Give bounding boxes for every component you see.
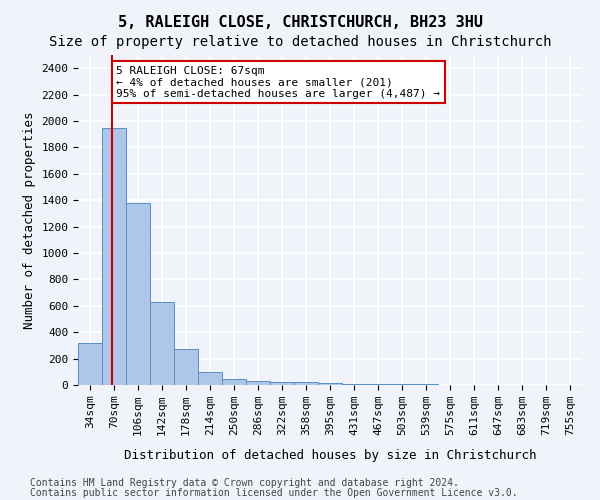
Text: Contains public sector information licensed under the Open Government Licence v3: Contains public sector information licen… xyxy=(30,488,518,498)
Bar xyxy=(270,382,294,385)
Bar xyxy=(150,302,174,385)
Bar xyxy=(126,203,150,385)
Text: 5, RALEIGH CLOSE, CHRISTCHURCH, BH23 3HU: 5, RALEIGH CLOSE, CHRISTCHURCH, BH23 3HU xyxy=(118,15,482,30)
Bar xyxy=(342,384,366,385)
Bar xyxy=(198,372,222,385)
Bar xyxy=(390,384,414,385)
X-axis label: Distribution of detached houses by size in Christchurch: Distribution of detached houses by size … xyxy=(124,449,536,462)
Bar xyxy=(174,348,198,385)
Text: Size of property relative to detached houses in Christchurch: Size of property relative to detached ho… xyxy=(49,35,551,49)
Bar xyxy=(414,384,438,385)
Text: Contains HM Land Registry data © Crown copyright and database right 2024.: Contains HM Land Registry data © Crown c… xyxy=(30,478,459,488)
Y-axis label: Number of detached properties: Number of detached properties xyxy=(23,112,36,329)
Bar xyxy=(366,384,390,385)
Bar xyxy=(222,379,246,385)
Text: 5 RALEIGH CLOSE: 67sqm
← 4% of detached houses are smaller (201)
95% of semi-det: 5 RALEIGH CLOSE: 67sqm ← 4% of detached … xyxy=(116,66,440,99)
Bar xyxy=(78,343,102,385)
Bar xyxy=(102,128,126,385)
Bar xyxy=(318,383,342,385)
Bar xyxy=(294,382,318,385)
Bar xyxy=(246,381,270,385)
